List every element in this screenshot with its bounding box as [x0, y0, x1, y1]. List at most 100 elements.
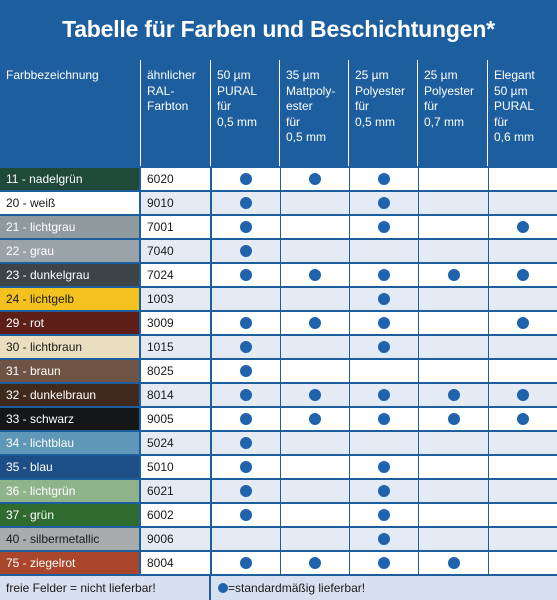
- available-dot-icon: [240, 365, 252, 377]
- available-dot-icon: [240, 269, 252, 281]
- availability-cell: [489, 168, 557, 190]
- header-farbbezeichnung: Farbbezeichnung: [0, 60, 141, 166]
- ral-code: 3009: [141, 312, 210, 334]
- availability-cell: [212, 528, 280, 550]
- available-dot-icon: [309, 317, 321, 329]
- available-dot-icon: [240, 461, 252, 473]
- ral-code: 5010: [141, 456, 210, 478]
- availability-cell: [489, 528, 557, 550]
- available-dot-icon: [378, 221, 390, 233]
- legend-available-text: =standardmäßig lieferbar!: [218, 576, 365, 600]
- availability-cell: [350, 336, 418, 358]
- table-row: 30 - lichtbraun 1015: [0, 336, 557, 358]
- availability-cell: [419, 312, 488, 334]
- availability-cell: [281, 456, 349, 478]
- availability-cell: [281, 288, 349, 310]
- available-dot-icon: [378, 413, 390, 425]
- legend-unavailable: freie Felder = nicht lieferbar!: [6, 581, 156, 595]
- availability-cell: [489, 264, 557, 286]
- table-row: 11 - nadelgrün 6020: [0, 168, 557, 190]
- availability-cell: [419, 408, 488, 430]
- availability-cell: [489, 456, 557, 478]
- ral-code: 1003: [141, 288, 210, 310]
- availability-cell: [212, 240, 280, 262]
- available-dot-icon: [378, 197, 390, 209]
- footer-divider: [209, 576, 211, 600]
- available-dot-icon: [240, 221, 252, 233]
- ral-code: 6021: [141, 480, 210, 502]
- availability-cell: [350, 288, 418, 310]
- ral-code: 7040: [141, 240, 210, 262]
- availability-cell: [281, 240, 349, 262]
- ral-code: 8014: [141, 384, 210, 406]
- available-dot-icon: [240, 437, 252, 449]
- color-name-swatch: 24 - lichtgelb: [0, 288, 139, 310]
- table-row: 31 - braun 8025: [0, 360, 557, 382]
- available-dot-icon: [517, 389, 529, 401]
- available-dot-icon: [309, 413, 321, 425]
- availability-cell: [212, 288, 280, 310]
- table-row: 20 - weiß 9010: [0, 192, 557, 214]
- header-mattpolyester-05: 35 µm Mattpoly- ester für 0,5 mm: [280, 60, 349, 166]
- available-dot-icon: [447, 389, 460, 401]
- ral-code: 9005: [141, 408, 210, 430]
- availability-cell: [350, 384, 418, 406]
- color-name-swatch: 23 - dunkelgrau: [0, 264, 139, 286]
- ral-code: 9010: [141, 192, 210, 214]
- availability-cell: [281, 504, 349, 526]
- availability-cell: [350, 264, 418, 286]
- availability-cell: [212, 360, 280, 382]
- availability-cell: [489, 408, 557, 430]
- availability-cell: [281, 312, 349, 334]
- availability-cell: [489, 432, 557, 454]
- availability-cell: [489, 288, 557, 310]
- availability-cell: [212, 456, 280, 478]
- availability-cell: [350, 360, 418, 382]
- available-dot-icon: [447, 413, 460, 425]
- color-name-swatch: 75 - ziegelrot: [0, 552, 139, 574]
- ral-code: 8025: [141, 360, 210, 382]
- available-dot-icon: [240, 173, 252, 185]
- available-dot-icon: [378, 509, 390, 521]
- legend-available-label: =standardmäßig lieferbar!: [228, 581, 366, 595]
- availability-cell: [212, 408, 280, 430]
- availability-cell: [281, 432, 349, 454]
- availability-cell: [281, 360, 349, 382]
- table-row: 40 - silbermetallic 9006: [0, 528, 557, 550]
- table-header: Farbbezeichnung ähnlicher RAL- Farbton 5…: [0, 60, 557, 166]
- availability-cell: [419, 384, 488, 406]
- availability-cell: [281, 168, 349, 190]
- color-name-swatch: 29 - rot: [0, 312, 139, 334]
- table-row: 35 - blau 5010: [0, 456, 557, 478]
- available-dot-icon: [517, 269, 529, 281]
- ral-code: 7001: [141, 216, 210, 238]
- color-name-swatch: 21 - lichtgrau: [0, 216, 139, 238]
- color-name-swatch: 32 - dunkelbraun: [0, 384, 139, 406]
- available-dot-icon: [240, 509, 252, 521]
- availability-cell: [212, 480, 280, 502]
- availability-cell: [350, 312, 418, 334]
- availability-cell: [212, 168, 280, 190]
- availability-cell: [489, 216, 557, 238]
- page-title: Tabelle für Farben und Beschichtungen*: [0, 0, 557, 58]
- table-row: 24 - lichtgelb 1003: [0, 288, 557, 310]
- available-dot-icon: [517, 221, 529, 233]
- available-dot-icon: [240, 557, 252, 569]
- availability-cell: [350, 408, 418, 430]
- header-elegant-pural-06: Elegant 50 µm PURAL für 0,6 mm: [494, 68, 535, 144]
- availability-cell: [281, 408, 349, 430]
- table-row: 75 - ziegelrot 8004: [0, 552, 557, 574]
- availability-cell: [419, 264, 488, 286]
- availability-cell: [419, 432, 488, 454]
- ral-code: 1015: [141, 336, 210, 358]
- availability-cell: [281, 336, 349, 358]
- availability-cell: [212, 504, 280, 526]
- availability-cell: [489, 240, 557, 262]
- available-dot-icon: [378, 461, 390, 473]
- table-row: 21 - lichtgrau 7001: [0, 216, 557, 238]
- available-dot-icon: [447, 269, 460, 281]
- header-polyester-05: 25 µm Polyester für 0,5 mm: [349, 60, 418, 166]
- availability-cell: [419, 216, 488, 238]
- availability-cell: [350, 480, 418, 502]
- availability-cell: [489, 384, 557, 406]
